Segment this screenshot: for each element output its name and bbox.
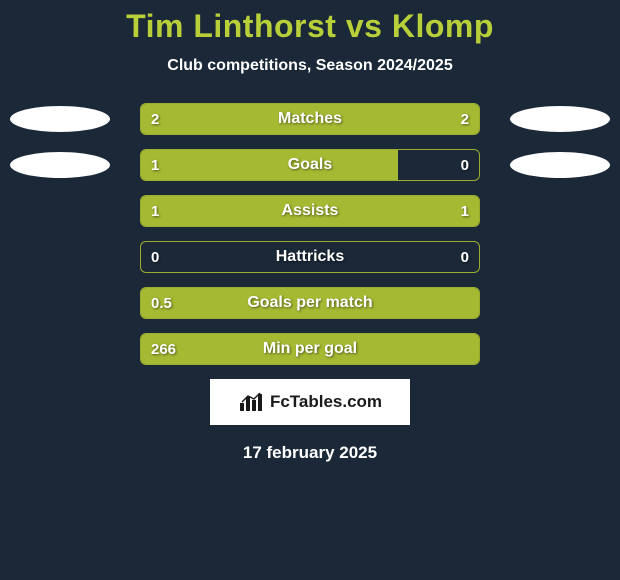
stat-value-right: 1 [451, 196, 479, 226]
stat-bar: Assists1 1 [140, 195, 480, 227]
stat-value-left: 0 [141, 242, 169, 272]
stat-row: Goals1 0 [0, 149, 620, 181]
chart-icon [238, 391, 264, 413]
stat-value-left: 0.5 [141, 288, 182, 318]
stat-bar: Matches2 2 [140, 103, 480, 135]
stat-value-left: 1 [141, 196, 169, 226]
stat-value-right: 2 [451, 104, 479, 134]
stat-value-right: 0 [451, 242, 479, 272]
player-badge-right [510, 152, 610, 178]
comparison-infographic: Tim Linthorst vs Klomp Club competitions… [0, 0, 620, 463]
stat-row: Min per goal266 [0, 333, 620, 365]
player-badge-right [510, 106, 610, 132]
date-label: 17 february 2025 [0, 443, 620, 463]
player-badge-left [10, 106, 110, 132]
fctables-logo: FcTables.com [210, 379, 410, 425]
stat-value-left: 2 [141, 104, 169, 134]
stat-value-left: 1 [141, 150, 169, 180]
stat-label: Assists [141, 196, 479, 226]
subtitle: Club competitions, Season 2024/2025 [0, 57, 620, 75]
stat-value-left: 266 [141, 334, 186, 364]
stat-bar: Min per goal266 [140, 333, 480, 365]
page-title: Tim Linthorst vs Klomp [0, 8, 620, 45]
stat-bar: Goals per match0.5 [140, 287, 480, 319]
stat-row: Goals per match0.5 [0, 287, 620, 319]
logo-text: FcTables.com [270, 392, 382, 412]
stat-label: Hattricks [141, 242, 479, 272]
stat-row: Assists1 1 [0, 195, 620, 227]
stat-label: Goals [141, 150, 479, 180]
stat-row: Hattricks0 0 [0, 241, 620, 273]
stat-label: Matches [141, 104, 479, 134]
stat-bar: Hattricks0 0 [140, 241, 480, 273]
stat-row: Matches2 2 [0, 103, 620, 135]
player-badge-left [10, 152, 110, 178]
stat-value-right: 0 [451, 150, 479, 180]
stat-bar: Goals1 0 [140, 149, 480, 181]
stat-label: Goals per match [141, 288, 479, 318]
stat-label: Min per goal [141, 334, 479, 364]
stat-rows: Matches22Goals10Assists11Hattricks00Goal… [0, 103, 620, 365]
